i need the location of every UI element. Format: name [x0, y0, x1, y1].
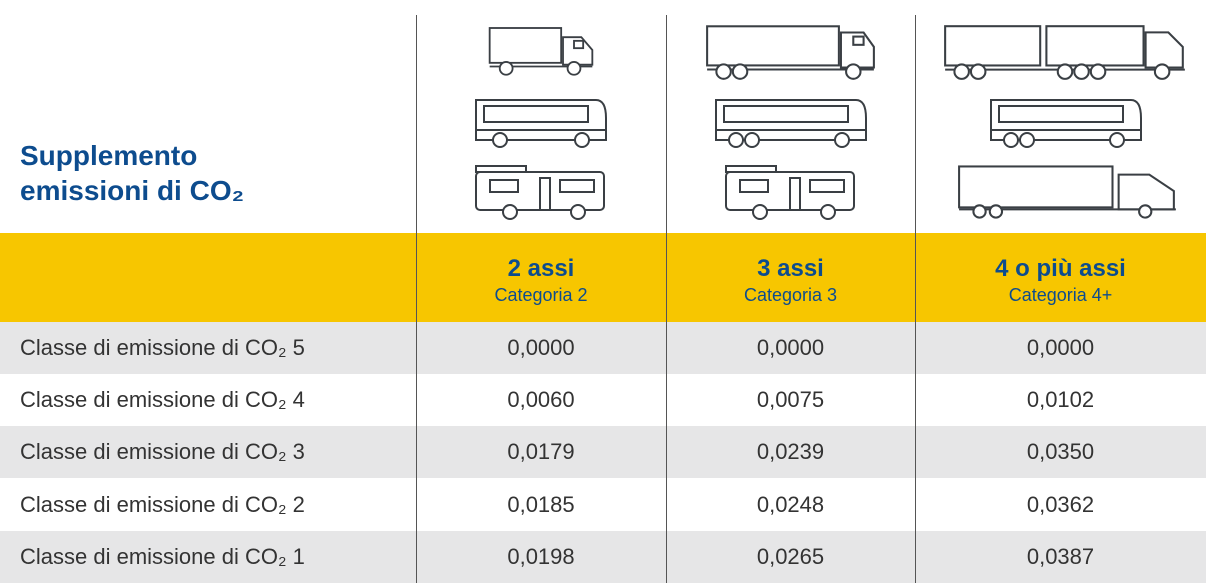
table-cell: 0,0179	[416, 426, 666, 478]
axle-count: 2 assi	[416, 255, 666, 283]
row-label: Classe di emissione di CO₂ 3	[20, 426, 416, 478]
table-cell: 0,0102	[915, 374, 1206, 426]
camper-icon	[726, 166, 854, 219]
table-cell: 0,0248	[666, 479, 915, 531]
semi-truck-icon	[959, 166, 1176, 217]
category: Categoria 3	[666, 285, 915, 306]
axle-count: 3 assi	[666, 255, 915, 283]
bus-icon	[476, 100, 606, 147]
table-cell: 0,0265	[666, 531, 915, 583]
page: Supplemento emissioni di CO₂ 2 assiCateg…	[0, 0, 1206, 583]
title-line: Supplemento	[20, 138, 244, 173]
table-cell: 0,0060	[416, 374, 666, 426]
column-divider	[915, 15, 916, 583]
truck-icon	[490, 28, 593, 75]
table-cell: 0,0239	[666, 426, 915, 478]
title-line: emissioni di CO₂	[20, 173, 244, 208]
table-cell: 0,0350	[915, 426, 1206, 478]
column-divider	[416, 15, 417, 583]
table-cell: 0,0362	[915, 479, 1206, 531]
truck-icon	[707, 26, 874, 78]
table-cell: 0,0000	[915, 322, 1206, 374]
truck-trailer-icon	[945, 26, 1185, 79]
table-cell: 0,0198	[416, 531, 666, 583]
title: Supplemento emissioni di CO₂	[20, 138, 244, 208]
bus-icon	[716, 100, 866, 147]
row-label: Classe di emissione di CO₂ 4	[20, 374, 416, 426]
axle-count: 4 o più assi	[915, 255, 1206, 283]
category: Categoria 4+	[915, 285, 1206, 306]
row-label: Classe di emissione di CO₂ 1	[20, 531, 416, 583]
bus-icon	[991, 100, 1141, 147]
column-divider	[666, 15, 667, 583]
category: Categoria 2	[416, 285, 666, 306]
table-cell: 0,0000	[666, 322, 915, 374]
table-cell: 0,0185	[416, 479, 666, 531]
table-cell: 0,0000	[416, 322, 666, 374]
row-label: Classe di emissione di CO₂ 2	[20, 479, 416, 531]
row-label: Classe di emissione di CO₂ 5	[20, 322, 416, 374]
camper-icon	[476, 166, 604, 219]
table-cell: 0,0387	[915, 531, 1206, 583]
table-cell: 0,0075	[666, 374, 915, 426]
